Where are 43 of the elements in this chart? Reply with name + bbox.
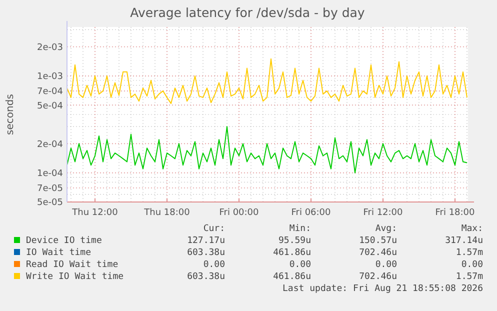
text: 0.00 — [203, 260, 225, 270]
text: Min: — [289, 224, 311, 234]
legend-label: Write IO Wait time — [26, 272, 124, 282]
legend-label: Read IO Wait time — [26, 260, 118, 270]
legend-label: Device IO time — [26, 236, 102, 246]
legend-label: IO Wait time — [26, 248, 92, 258]
x-tick-label: Thu 18:00 — [143, 208, 190, 218]
x-tick-label: Fri 18:00 — [435, 208, 476, 218]
text: 1.57m — [456, 248, 483, 258]
line-series — [66, 58, 468, 104]
text: 0.00 — [375, 260, 397, 270]
y-tick-label: 2e-04 — [37, 140, 64, 150]
text: 1.57m — [456, 272, 483, 282]
x-tick-label: Thu 12:00 — [71, 208, 118, 218]
y-tick-label: 5e-05 — [37, 198, 63, 208]
text: 95.59u — [278, 236, 311, 246]
text: Max: — [461, 224, 483, 234]
text: Avg: — [375, 224, 397, 234]
text: 702.46u — [359, 272, 397, 282]
y-tick-label: 7e-04 — [37, 87, 64, 98]
text: Last update: Fri Aug 21 18:55:08 2026 — [282, 284, 483, 294]
chart-title: Average latency for /dev/sda - by day — [130, 5, 366, 20]
text: 702.46u — [359, 248, 397, 258]
text: 0.00 — [289, 260, 311, 270]
text: Cur: — [203, 224, 225, 234]
y-tick-label: 7e-05 — [37, 184, 63, 194]
text: 603.38u — [187, 272, 225, 282]
text: 461.86u — [273, 248, 311, 258]
text: 127.17u — [187, 236, 225, 246]
text: 603.38u — [187, 248, 225, 258]
text: 0.00 — [461, 260, 483, 270]
y-tick-label: 1e-04 — [37, 168, 64, 179]
y-axis-title: seconds — [5, 94, 16, 135]
line-series — [66, 126, 468, 174]
x-tick-label: Fri 06:00 — [291, 208, 332, 218]
x-tick-label: Fri 12:00 — [363, 208, 404, 218]
y-tick-label: 5e-04 — [37, 101, 64, 112]
y-tick-label: 2e-03 — [37, 42, 63, 53]
text: 461.86u — [273, 272, 311, 282]
text: 317.14u — [445, 236, 483, 246]
x-tick-label: Fri 00:00 — [219, 208, 260, 218]
text: 150.57u — [359, 236, 397, 246]
y-tick-label: 1e-03 — [37, 72, 63, 82]
